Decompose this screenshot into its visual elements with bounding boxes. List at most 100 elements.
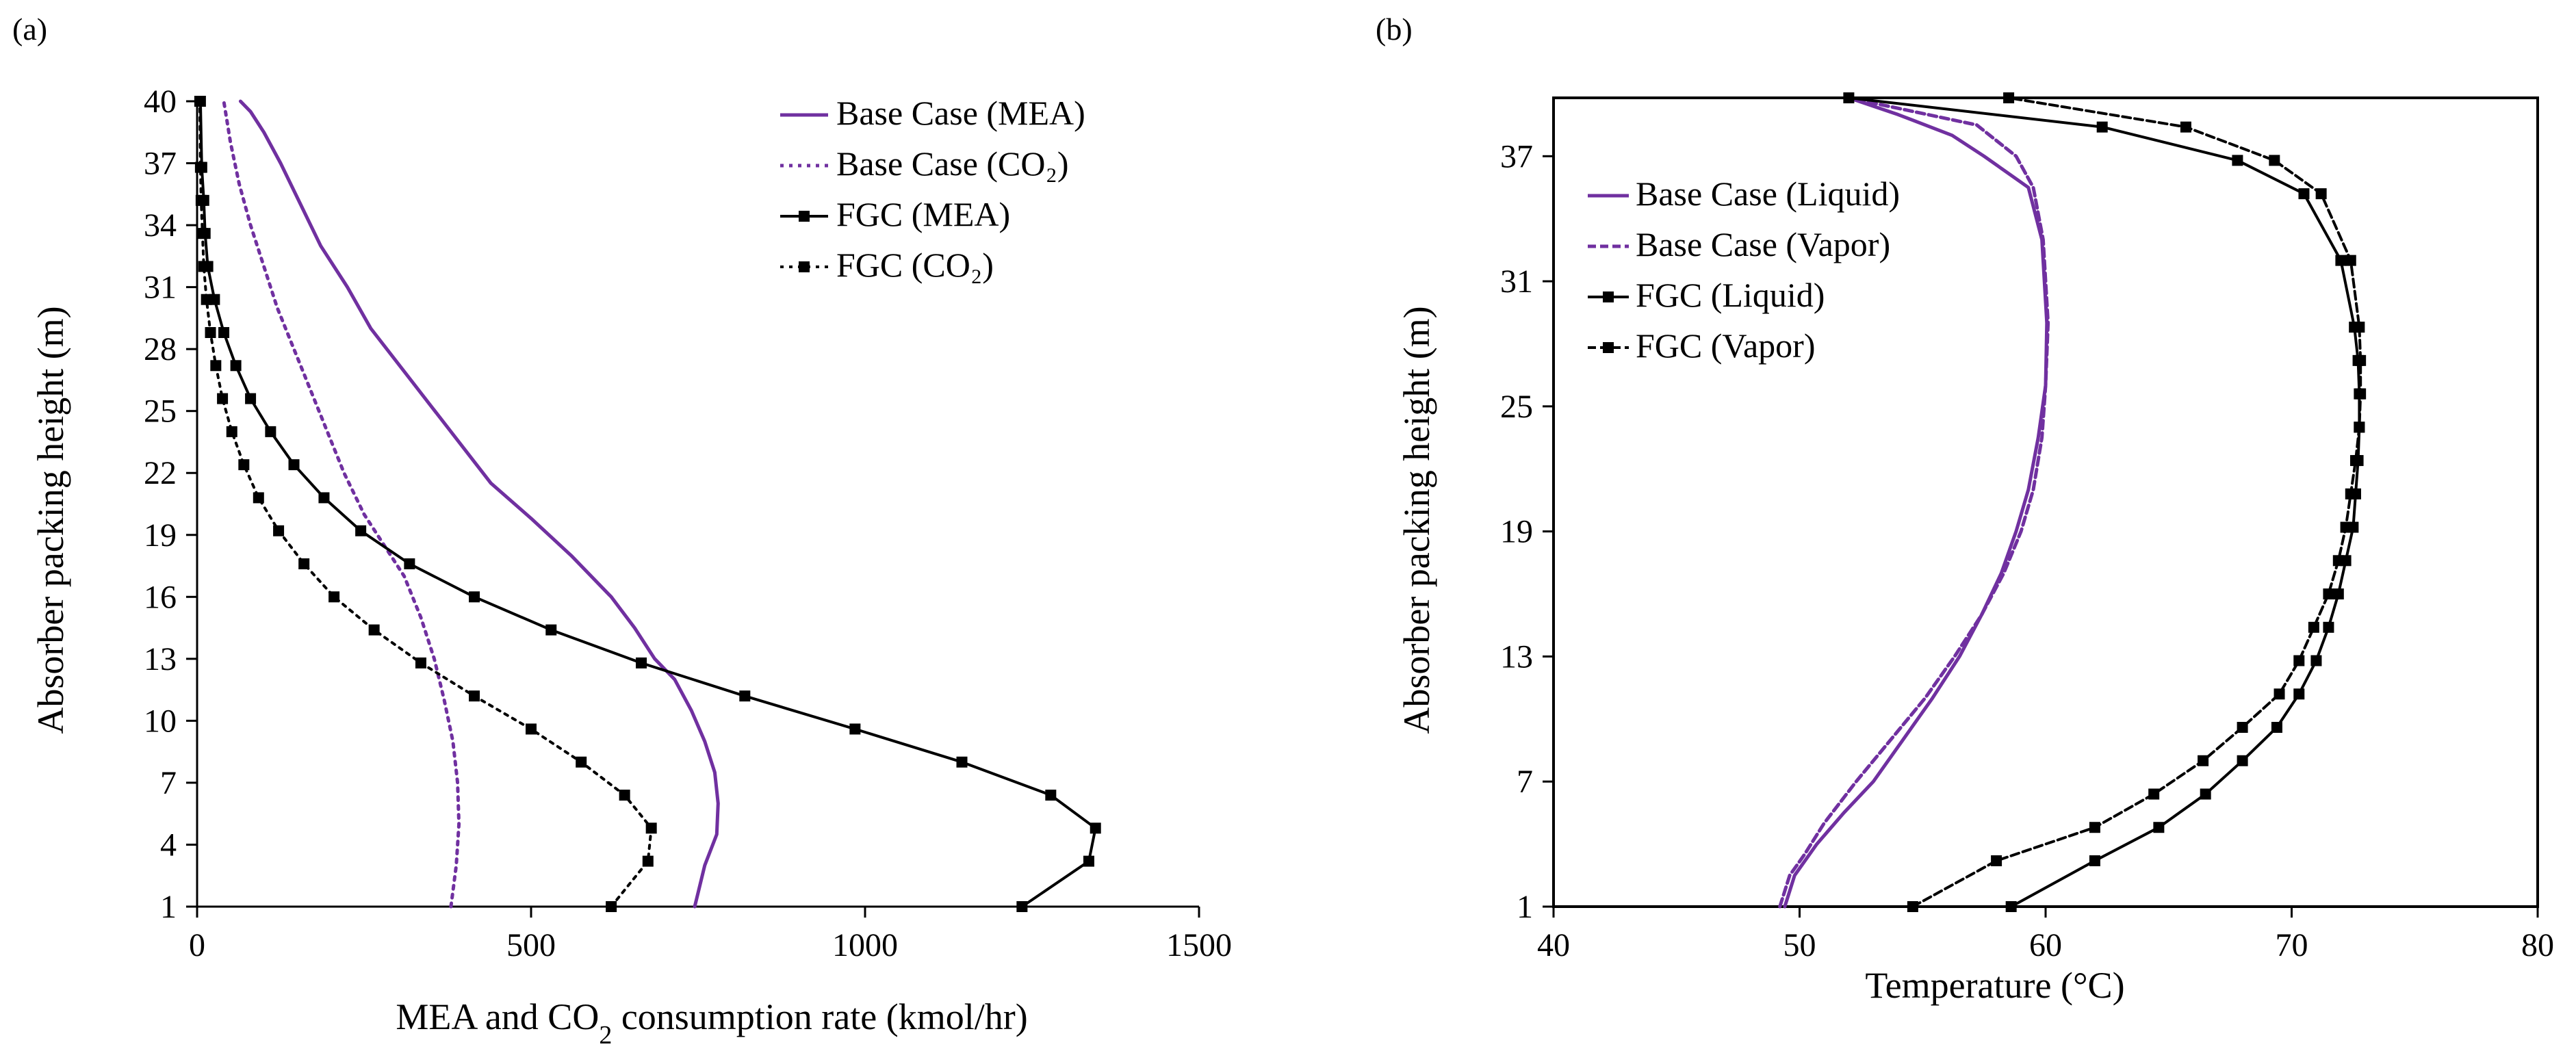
data-point-fgc-vapor: [2274, 688, 2285, 700]
data-point-fgc-vapor: [2354, 322, 2365, 333]
data-point-fgc-co: [195, 194, 207, 206]
panel-b-series: [1778, 92, 2367, 912]
data-point-fgc-vapor: [2293, 655, 2305, 666]
data-point-fgc-vapor: [2148, 788, 2160, 800]
panel-b-axes: [1552, 96, 2539, 908]
data-point-fgc-vapor: [2355, 388, 2367, 400]
data-point-fgc-co: [238, 459, 250, 471]
data-point-fgc-liquid: [2096, 121, 2108, 133]
series-line-base-case-mea: [238, 99, 720, 909]
legend-marker: [1603, 291, 1614, 302]
data-point-fgc-liquid: [2335, 255, 2347, 266]
y-tick-label: 4: [160, 827, 177, 863]
y-tick-label: 13: [144, 641, 177, 677]
data-point-fgc-vapor: [2355, 354, 2367, 366]
data-point-fgc-co: [194, 161, 206, 173]
data-point-fgc-mea: [1045, 790, 1057, 801]
data-point-fgc-co: [196, 228, 208, 239]
panel-b-y-axis-title: Absorber packing height (m): [1396, 306, 1437, 734]
data-point-fgc-vapor: [2354, 421, 2365, 433]
data-point-fgc-vapor: [2340, 521, 2352, 533]
data-point-fgc-co: [194, 96, 205, 107]
series-line-fgc-vapor: [1911, 96, 2362, 908]
legend-marker: [799, 261, 810, 272]
x-tick-label: 80: [2521, 927, 2554, 963]
data-point-fgc-co: [210, 360, 222, 372]
x-tick-label: 60: [2029, 927, 2062, 963]
series-line-fgc-mea: [198, 100, 1097, 908]
y-tick-label: 7: [1517, 764, 1533, 800]
data-point-fgc-mea: [956, 756, 968, 768]
data-point-fgc-mea: [288, 459, 300, 471]
data-point-fgc-vapor: [1991, 855, 2002, 866]
data-point-fgc-co: [201, 294, 212, 305]
data-point-fgc-liquid: [2298, 188, 2310, 200]
panel-a-y-axis-title: Absorber packing height (m): [30, 306, 71, 734]
data-point-fgc-vapor: [2269, 155, 2280, 166]
x-tick-label: 40: [1537, 927, 1570, 963]
data-point-fgc-vapor: [2180, 121, 2191, 133]
data-point-fgc-co: [253, 492, 264, 504]
legend-label: Base Case (Liquid): [1636, 174, 1900, 213]
data-point-fgc-co: [205, 327, 216, 339]
y-tick-label: 19: [1500, 514, 1533, 550]
x-tick-label: 1500: [1166, 927, 1232, 963]
data-point-fgc-mea: [1090, 822, 1101, 834]
panel-a-x-axis-title: MEA and CO2 consumption rate (kmol/hr): [396, 996, 1027, 1050]
x-tick-label: 500: [506, 927, 556, 963]
data-point-fgc-vapor: [2003, 92, 2015, 103]
data-point-fgc-vapor: [2308, 621, 2319, 633]
data-point-fgc-liquid: [2323, 621, 2334, 633]
panel-b-ticks: 40 50 60 70 80 1 7 13 19 25 31 37: [1500, 138, 2554, 963]
legend-label: FGC (Vapor): [1636, 326, 1815, 365]
y-tick-label: 7: [160, 765, 177, 801]
y-tick-label: 22: [144, 455, 177, 491]
data-point-fgc-vapor: [2323, 588, 2334, 600]
panel-a-ticks: 0 500 1000 1500 1 4 7 10 13 16 19 22 25 28 31 34 37 40: [144, 83, 1232, 963]
y-tick-label: 31: [144, 270, 177, 306]
series-line-fgc-liquid: [1847, 96, 2361, 908]
legend-marker: [1603, 342, 1614, 353]
data-point-fgc-liquid: [2310, 655, 2322, 666]
data-point-fgc-co: [298, 558, 310, 570]
data-point-fgc-vapor: [2198, 755, 2209, 766]
data-point-fgc-mea: [1016, 901, 1028, 912]
data-point-fgc-liquid: [2271, 722, 2282, 734]
legend-label: Base Case (CO₂): [836, 144, 1069, 183]
data-point-fgc-co: [368, 624, 380, 636]
x-tick-label: 70: [2276, 927, 2308, 963]
data-point-fgc-mea: [469, 591, 480, 603]
data-point-fgc-co: [217, 393, 229, 404]
data-point-fgc-co: [526, 723, 537, 735]
data-point-fgc-liquid: [2005, 901, 2017, 912]
data-point-fgc-mea: [849, 723, 861, 735]
data-point-fgc-co: [469, 690, 480, 702]
x-tick-label: 0: [189, 927, 205, 963]
plot-frame: [1552, 96, 2539, 908]
legend-marker: [799, 211, 810, 222]
panel-label-b: (b): [1376, 12, 1413, 47]
data-point-fgc-mea: [245, 393, 257, 404]
y-tick-label: 34: [144, 207, 177, 244]
data-point-fgc-liquid: [2200, 788, 2211, 800]
data-point-fgc-liquid: [2153, 822, 2165, 833]
data-point-fgc-liquid: [2237, 755, 2248, 766]
series-line-base-case-co: [222, 99, 461, 909]
data-point-fgc-mea: [636, 657, 647, 669]
data-point-fgc-co: [576, 756, 587, 768]
y-tick-label: 28: [144, 331, 177, 367]
data-point-fgc-vapor: [1907, 901, 1918, 912]
data-point-fgc-vapor: [2349, 455, 2361, 467]
data-point-fgc-liquid: [2332, 588, 2344, 600]
data-point-fgc-mea: [355, 525, 367, 536]
panel-a-series: [194, 96, 1101, 912]
y-tick-label: 31: [1500, 263, 1533, 300]
data-point-fgc-mea: [545, 624, 557, 636]
data-point-fgc-liquid: [2293, 688, 2305, 700]
x-tick-label: 1000: [832, 927, 898, 963]
y-tick-label: 25: [144, 393, 177, 430]
legend-label: Base Case (MEA): [836, 94, 1085, 132]
legend-label: FGC (MEA): [836, 195, 1010, 233]
data-point-fgc-liquid: [2089, 855, 2100, 866]
y-tick-label: 13: [1500, 638, 1533, 675]
